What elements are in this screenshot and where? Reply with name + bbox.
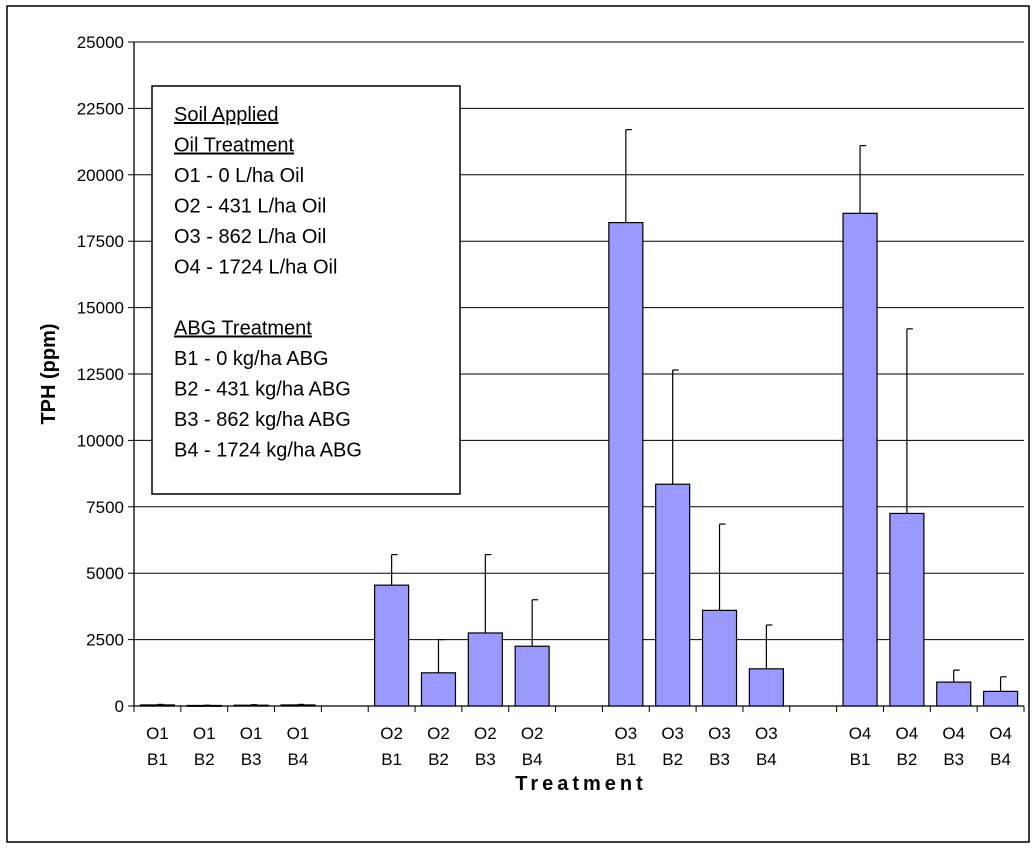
bars [139,129,1019,707]
y-tick-label: 5000 [86,564,124,583]
x-tick-label: B4 [522,750,543,769]
x-tick-label: B3 [475,750,496,769]
x-tick-label: O4 [896,724,919,743]
x-tick-label: O2 [380,724,403,743]
bar [889,512,925,707]
legend-item: O1 - 0 L/ha Oil [174,165,304,187]
y-tick-label: 20000 [77,166,124,185]
y-tick-label: 17500 [77,232,124,251]
bar [982,690,1019,707]
legend-item: B4 - 1724 kg/ha ABG [174,440,362,462]
legend-frame [151,85,461,495]
legend-item: B2 - 431 kg/ha ABG [174,379,351,401]
bar [280,704,316,707]
bar [139,704,176,707]
y-tick-label: 7500 [86,498,124,517]
x-tick-label: O3 [661,724,684,743]
x-tick-label: B2 [662,750,683,769]
x-tick-label: O3 [614,724,637,743]
legend-heading: Soil Applied [174,104,279,126]
x-tick-label: B1 [615,750,636,769]
bar [748,668,784,707]
x-tick-label: B4 [756,750,777,769]
x-tick-label: B1 [850,750,871,769]
x-tick-label: B3 [241,750,262,769]
axis-labels: 0 2500 5000 7500 10000 12500 15000 17500 20000 22… [77,33,1012,769]
x-tick-label: O4 [989,724,1012,743]
x-tick-label: B4 [990,750,1011,769]
bar [655,483,691,707]
x-tick-label: B3 [709,750,730,769]
legend-box: Soil Applied Oil Treatment O1 - 0 L/ha Oil… [151,85,461,495]
legend-heading: ABG Treatment [174,318,312,340]
x-tick-label: O3 [708,724,731,743]
y-tick-label: 15000 [77,299,124,318]
bar [842,212,878,707]
y-tick-label: 25000 [77,33,124,52]
x-tick-label: B1 [147,750,168,769]
x-tick-label: B4 [288,750,309,769]
x-tick-label: O1 [193,724,216,743]
y-tick-label: 0 [115,697,124,716]
bar [467,632,503,707]
x-tick-label: B2 [194,750,215,769]
y-tick-label: 2500 [86,631,124,650]
x-tick-label: O2 [427,724,450,743]
x-tick-label: O4 [849,724,872,743]
legend-item: O2 - 431 L/ha Oil [174,196,326,218]
x-tick-label: O2 [474,724,497,743]
y-axis-title: TPH (ppm) [38,323,60,424]
x-tick-label: O3 [755,724,778,743]
legend-item: O4 - 1724 L/ha Oil [174,257,337,279]
x-tick-label: B1 [381,750,402,769]
x-tick-label: O2 [521,724,544,743]
y-tick-label: 22500 [77,99,124,118]
x-axis-title: Treatment [515,773,647,795]
legend-item: B1 - 0 kg/ha ABG [174,348,329,370]
bar [608,222,644,707]
x-tick-label: O1 [240,724,263,743]
x-tick-label: O1 [146,724,169,743]
x-tick-label: O4 [942,724,965,743]
x-tick-label: B3 [943,750,964,769]
bar [420,672,457,707]
legend-heading: Oil Treatment [174,135,294,157]
bar [186,704,222,707]
bar [701,609,738,707]
bar [374,584,410,707]
legend-item: B3 - 862 kg/ha ABG [174,409,351,431]
bar [514,645,550,707]
y-tick-label: 10000 [77,431,124,450]
legend-item: O3 - 862 L/ha Oil [174,226,326,248]
bar [936,681,972,707]
y-tick-label: 12500 [77,365,124,384]
bar [233,704,269,707]
x-tick-label: B2 [428,750,449,769]
x-tick-label: O1 [287,724,310,743]
x-tick-label: B2 [896,750,917,769]
